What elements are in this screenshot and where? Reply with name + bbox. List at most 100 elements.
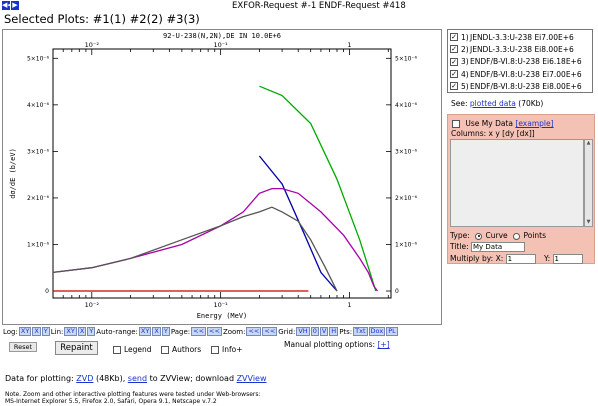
manual-options-label: Manual plotting options: (284, 340, 376, 349)
legend-label-2: JENDL-3.3:U-238 Ei8.00E+6 (470, 44, 574, 54)
x-factor-input[interactable]: 1 (505, 254, 536, 264)
info-option-label: Info+ (222, 345, 243, 354)
legend-checkbox-5[interactable]: ✓ (450, 82, 458, 91)
authors-option-checkbox[interactable] (161, 345, 169, 354)
zvd-link[interactable]: ZVD (76, 374, 94, 383)
y-factor-label: Y: (544, 254, 551, 263)
selected-plot-link-1[interactable]: #1(1) (92, 12, 126, 26)
y-tick-label-right: 4×10⁻⁶ (395, 102, 418, 109)
y-tick-label: 0 (45, 288, 49, 295)
y-tick-label: 1×10⁻⁶ (27, 241, 50, 248)
selected-plots: Selected Plots: #1(1) #2(2) #3(3) (4, 12, 200, 26)
scroll-down-icon[interactable]: ▼ (586, 219, 591, 225)
auto-y-button[interactable]: Y (161, 327, 170, 336)
zoom-out-button[interactable]: << (262, 327, 278, 336)
y-tick-label: 4×10⁻⁶ (27, 102, 50, 109)
legend-row-3[interactable]: ✓ 3) ENDF/B-VI.8:U-238 Ei6.18E+6 (450, 56, 592, 68)
lin-x-button[interactable]: X (77, 327, 87, 336)
auto-xy-button[interactable]: XY (138, 327, 152, 336)
legend-row-1[interactable]: ✓ 1) JENDL-3.3:U-238 Ei7.00E+6 (450, 31, 592, 43)
selected-plot-link-3[interactable]: #3(3) (166, 12, 200, 26)
plotted-data-size: (70Kb) (518, 99, 544, 108)
legend-option-checkbox[interactable] (113, 345, 121, 354)
pts-dox-button[interactable]: Dox (368, 327, 386, 336)
send-link[interactable]: send (127, 374, 148, 383)
first-page-icon[interactable]: ◀◀ (2, 1, 13, 10)
data-for-plotting-label: Data for plotting: (5, 374, 74, 383)
use-my-data-label: Use My Data (465, 119, 513, 128)
legend-option[interactable]: Legend (113, 345, 152, 354)
authors-option-label: Authors (172, 345, 202, 354)
data-for-plotting: Data for plotting: ZVD (48Kb), send to Z… (5, 374, 267, 383)
legend-row-4[interactable]: ✓ 4) ENDF/B-VI.8:U-238 Ei7.00E+6 (450, 68, 592, 80)
legend-box: ✓ 1) JENDL-3.3:U-238 Ei7.00E+6 ✓ 2) JEND… (447, 29, 593, 93)
legend-checkbox-1[interactable]: ✓ (450, 33, 458, 42)
title-input[interactable]: My Data (471, 242, 525, 252)
zvview-link[interactable]: ZVView (236, 374, 267, 383)
grid-label: Grid: (278, 327, 296, 336)
points-radio[interactable] (513, 232, 521, 240)
grid-off-button[interactable]: 0 (310, 327, 319, 336)
selected-plots-label: Selected Plots: (4, 12, 90, 26)
x-tick-label-top: 10⁻² (85, 41, 100, 49)
my-data-textarea[interactable] (450, 139, 584, 227)
log-y-button[interactable]: Y (41, 327, 50, 336)
my-data-panel: Use My Data [example] Columns: x y [dy [… (447, 114, 595, 264)
multiply-row: Multiply by: X: 1 Y: 1 (450, 254, 583, 264)
y-factor-input[interactable]: 1 (552, 254, 583, 264)
y-tick-label: 2×10⁻⁶ (27, 195, 50, 202)
grid-vh-button[interactable]: VH (296, 327, 310, 336)
zoom-in-button[interactable]: << (246, 327, 262, 336)
multiply-label: Multiply by: (450, 254, 494, 263)
repaint-button[interactable]: Repaint (55, 341, 98, 355)
curve-radio[interactable] (475, 232, 483, 240)
pts-label: Pts: (339, 327, 353, 336)
lin-y-button[interactable]: Y (87, 327, 96, 336)
plot-controls: Log: XY X Y Lin: XY X Y Auto-range: XY X… (3, 326, 399, 337)
auto-range-label: Auto-range: (96, 327, 138, 336)
cross-section-chart[interactable]: 92-U-238(N,2N),DE IN 10.0E+6 Energy (MeV)… (3, 30, 443, 326)
series-line-2 (259, 85, 377, 292)
legend-num-3: 3) (461, 57, 469, 67)
use-my-data-checkbox[interactable] (452, 120, 460, 128)
x-factor-label: X: (495, 254, 504, 263)
to-zview-text: to ZVView; download (149, 374, 235, 383)
x-tick-label: 10⁻² (85, 301, 100, 309)
legend-num-4: 4) (461, 69, 469, 79)
series-line-1 (258, 155, 338, 292)
legend-checkbox-3[interactable]: ✓ (450, 57, 458, 66)
plotted-data-link[interactable]: plotted data (469, 99, 516, 108)
selected-plot-link-2[interactable]: #2(2) (129, 12, 163, 26)
legend-checkbox-4[interactable]: ✓ (450, 70, 458, 79)
legend-row-5[interactable]: ✓ 5) ENDF/B-VI.8:U-238 Ei8.00E+6 (450, 80, 592, 92)
textarea-scrollbar[interactable]: ▲ ▼ (584, 139, 593, 227)
y-tick-label-right: 5×10⁻⁶ (395, 55, 418, 62)
auto-x-button[interactable]: X (152, 327, 161, 336)
y-axis-label: dσ/dE (b/eV) (9, 148, 17, 199)
page-next-button[interactable]: << (207, 327, 222, 336)
y-tick-label-right: 2×10⁻⁶ (395, 195, 418, 202)
pl-button[interactable]: PL (386, 327, 398, 336)
x-tick-label: 10⁻¹ (213, 301, 228, 309)
scroll-up-icon[interactable]: ▲ (586, 140, 591, 146)
log-x-button[interactable]: X (32, 327, 41, 336)
grid-h-button[interactable]: H (329, 327, 339, 336)
grid-v-button[interactable]: V (319, 327, 329, 336)
legend-checkbox-2[interactable]: ✓ (450, 45, 458, 54)
next-page-icon[interactable]: ▶ (11, 1, 19, 10)
pts-txt-button[interactable]: Txt (353, 327, 368, 336)
lin-xy-button[interactable]: XY (64, 327, 77, 336)
manual-options-toggle[interactable]: [+] (377, 340, 390, 349)
log-xy-button[interactable]: XY (18, 327, 32, 336)
example-link[interactable]: [example] (515, 119, 554, 128)
chart-title: 92-U-238(N,2N),DE IN 10.0E+6 (163, 32, 281, 40)
plot-frame[interactable]: 92-U-238(N,2N),DE IN 10.0E+6 Energy (MeV)… (2, 29, 442, 325)
authors-option[interactable]: Authors (161, 345, 201, 354)
legend-option-label: Legend (124, 345, 152, 354)
info-option-checkbox[interactable] (211, 345, 219, 354)
reset-button[interactable]: Reset (9, 342, 37, 352)
legend-label-1: JENDL-3.3:U-238 Ei7.00E+6 (470, 32, 574, 42)
info-option[interactable]: Info+ (211, 345, 242, 354)
page-prev-button[interactable]: << (191, 327, 207, 336)
legend-row-2[interactable]: ✓ 2) JENDL-3.3:U-238 Ei8.00E+6 (450, 43, 592, 55)
